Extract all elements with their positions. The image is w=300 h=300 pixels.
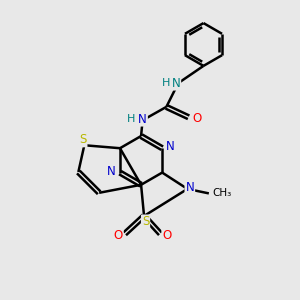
Text: S: S	[142, 215, 149, 228]
Text: H: H	[127, 114, 136, 124]
Text: S: S	[79, 134, 86, 146]
Text: H: H	[162, 77, 170, 88]
Text: N: N	[166, 140, 175, 153]
Text: N: N	[185, 181, 194, 194]
Text: O: O	[114, 229, 123, 242]
Text: N: N	[138, 112, 147, 126]
Text: N: N	[172, 76, 180, 90]
Text: N: N	[107, 165, 116, 178]
Text: O: O	[192, 112, 202, 125]
Text: O: O	[162, 229, 172, 242]
Text: CH₃: CH₃	[212, 188, 232, 198]
